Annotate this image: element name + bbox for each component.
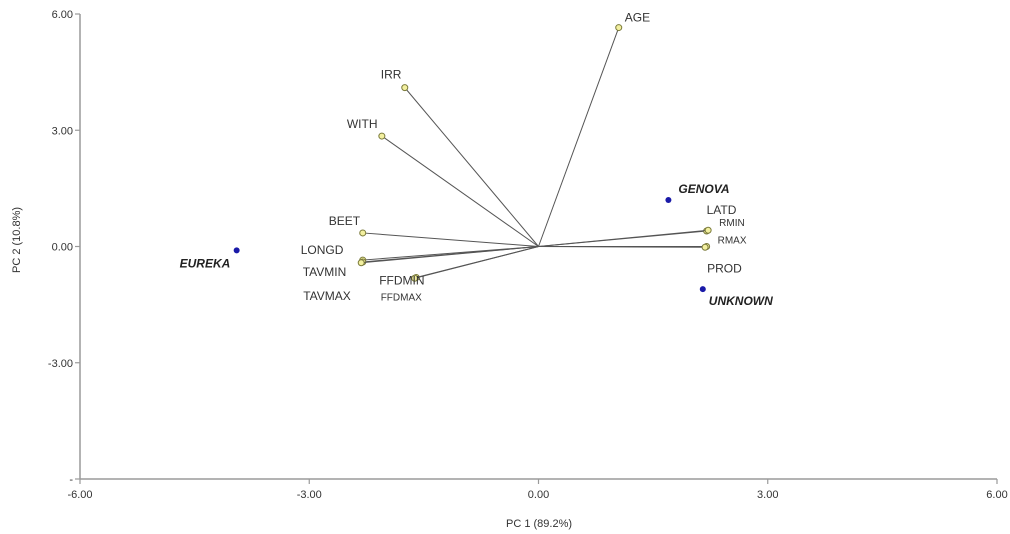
x-tick-label: 0.00 [528, 489, 549, 501]
vector-rmin [538, 229, 709, 247]
vector-tip-ffdmax [411, 274, 419, 282]
observation-point-genova [665, 197, 672, 203]
variable-label-ffdmax: FFDMAX [381, 292, 422, 303]
x-tick-label: -6.00 [67, 489, 92, 501]
vector-tavmax [361, 246, 539, 264]
observation-label-genova: GENOVA [678, 182, 729, 196]
y-tick-label: 6.00 [52, 9, 73, 21]
vector-tip-beet [359, 229, 367, 237]
variable-labels: AGE IRR WITH BEET LONGD TAVMIN TAVMAX FFDMIN FFD… [301, 11, 747, 304]
variable-label-rmin: RMIN [719, 218, 745, 229]
variable-label-latd: LATD [707, 203, 737, 217]
vector-age [538, 27, 620, 247]
variable-label-longd: LONGD [301, 243, 344, 257]
x-tick-label: 6.00 [986, 489, 1007, 501]
vector-ffdmax [414, 246, 539, 279]
x-tick-label: -3.00 [297, 489, 322, 501]
vector-tip-irr [401, 84, 409, 92]
observation-point-eureka [233, 247, 240, 254]
observations: EUREKA GENOVA UNKNOWN [180, 182, 773, 308]
vector-with [381, 135, 539, 247]
vector-tip-prod [701, 243, 709, 251]
y-tick-label: - [69, 474, 73, 486]
variable-label-tavmin: TAVMIN [303, 265, 347, 279]
x-ticks: -6.00 -3.00 0.00 3.00 6.00 [67, 479, 1008, 501]
variable-label-age: AGE [625, 11, 650, 25]
variable-label-ffdmin: FFDMIN [379, 274, 424, 288]
vector-tip-age [615, 24, 623, 32]
y-ticks: 6.00 3.00 0.00 -3.00 - [48, 9, 80, 486]
variable-label-beet: BEET [329, 214, 361, 228]
x-tick-label: 3.00 [757, 489, 778, 501]
variable-label-rmax: RMAX [718, 236, 747, 247]
x-axis-title: PC 1 (89.2%) [506, 518, 572, 530]
vector-irr [404, 87, 539, 247]
y-tick-label: 0.00 [52, 242, 73, 254]
vector-beet [362, 232, 539, 247]
y-tick-label: 3.00 [52, 125, 73, 137]
y-axis-title: PC 2 (10.8%) [11, 207, 23, 273]
vector-tip-with [378, 132, 386, 140]
variable-label-irr: IRR [381, 68, 402, 82]
variable-label-with: WITH [347, 117, 378, 131]
vector-tip-tavmax [357, 259, 365, 267]
observation-label-unknown: UNKNOWN [709, 294, 773, 308]
y-tick-label: -3.00 [48, 358, 73, 370]
vector-tip-rmin [704, 226, 712, 234]
variable-vectors [357, 24, 712, 282]
vector-prod [538, 246, 706, 248]
variable-label-tavmax: TAVMAX [303, 289, 351, 303]
observation-label-eureka: EUREKA [180, 256, 231, 270]
observation-point-unknown [699, 286, 706, 293]
variable-label-prod: PROD [707, 261, 742, 275]
